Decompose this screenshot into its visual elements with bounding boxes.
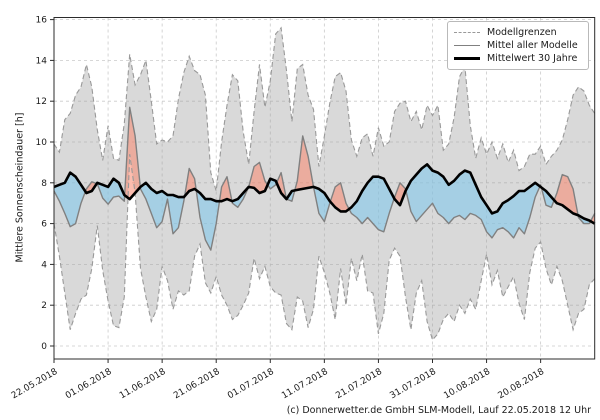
below-normal-area: [349, 176, 395, 232]
y-tick-label: 12: [36, 97, 47, 107]
below-normal-area: [405, 164, 540, 238]
x-tick-label: 22.05.2018: [10, 367, 60, 402]
legend: Modellgrenzen Mittel aller Modelle Mitte…: [447, 21, 589, 70]
legend-label: Modellgrenzen: [487, 27, 557, 38]
x-tick-label: 01.06.2018: [64, 367, 114, 402]
x-tick-label: 01.07.2018: [226, 367, 276, 402]
legend-item-modellgrenzen: Modellgrenzen: [454, 26, 582, 39]
below-normal-area: [54, 172, 86, 227]
model-upper-bound-line: [53, 26, 596, 192]
x-tick-label: 21.07.2018: [334, 367, 384, 402]
above-normal-area: [219, 176, 232, 202]
legend-label: Mittelwert 30 Jahre: [487, 53, 578, 64]
model-mean-line: [53, 106, 596, 251]
x-tick-label: 21.06.2018: [172, 367, 222, 402]
y-tick-label: 14: [36, 56, 48, 66]
x-tick-label: 20.08.2018: [497, 367, 547, 402]
legend-item-mittelwert-30-jahre: Mittelwert 30 Jahre: [454, 52, 582, 65]
dashed-line-sample-icon: [454, 32, 480, 33]
y-tick-label: 8: [41, 179, 47, 189]
y-tick-label: 16: [36, 16, 48, 26]
climate-mean-line: [53, 163, 596, 225]
above-normal-area: [554, 174, 579, 216]
copyright-footer: (c) Donnerwetter.de GmbH SLM-Modell, Lau…: [286, 405, 591, 416]
below-normal-area: [96, 178, 125, 205]
legend-item-mittel-aller-modelle: Mittel aller Modelle: [454, 39, 582, 52]
x-tick-label: 11.07.2018: [280, 367, 330, 402]
model-lower-bound-line: [53, 154, 596, 342]
black-line-sample-icon: [454, 57, 480, 60]
x-tick-label: 11.06.2018: [118, 367, 168, 402]
legend-label: Mittel aller Modelle: [487, 40, 578, 51]
model-range-area: [54, 27, 595, 340]
above-normal-area: [394, 182, 406, 206]
y-tick-label: 2: [41, 301, 47, 311]
above-normal-area: [294, 135, 314, 191]
y-tick-label: 10: [36, 138, 48, 148]
y-axis-label: Mittlere Sonnenscheindauer [h]: [14, 112, 26, 263]
y-tick-label: 6: [41, 220, 47, 230]
below-normal-area: [286, 190, 295, 202]
gray-line-sample-icon: [454, 45, 480, 46]
below-normal-area: [541, 187, 555, 208]
above-normal-area: [276, 172, 287, 200]
x-tick-label: 31.07.2018: [388, 367, 438, 402]
x-tick-label: 10.08.2018: [442, 367, 492, 402]
y-tick-label: 0: [41, 342, 47, 352]
above-normal-area: [85, 181, 97, 193]
y-tick-label: 4: [41, 260, 47, 270]
